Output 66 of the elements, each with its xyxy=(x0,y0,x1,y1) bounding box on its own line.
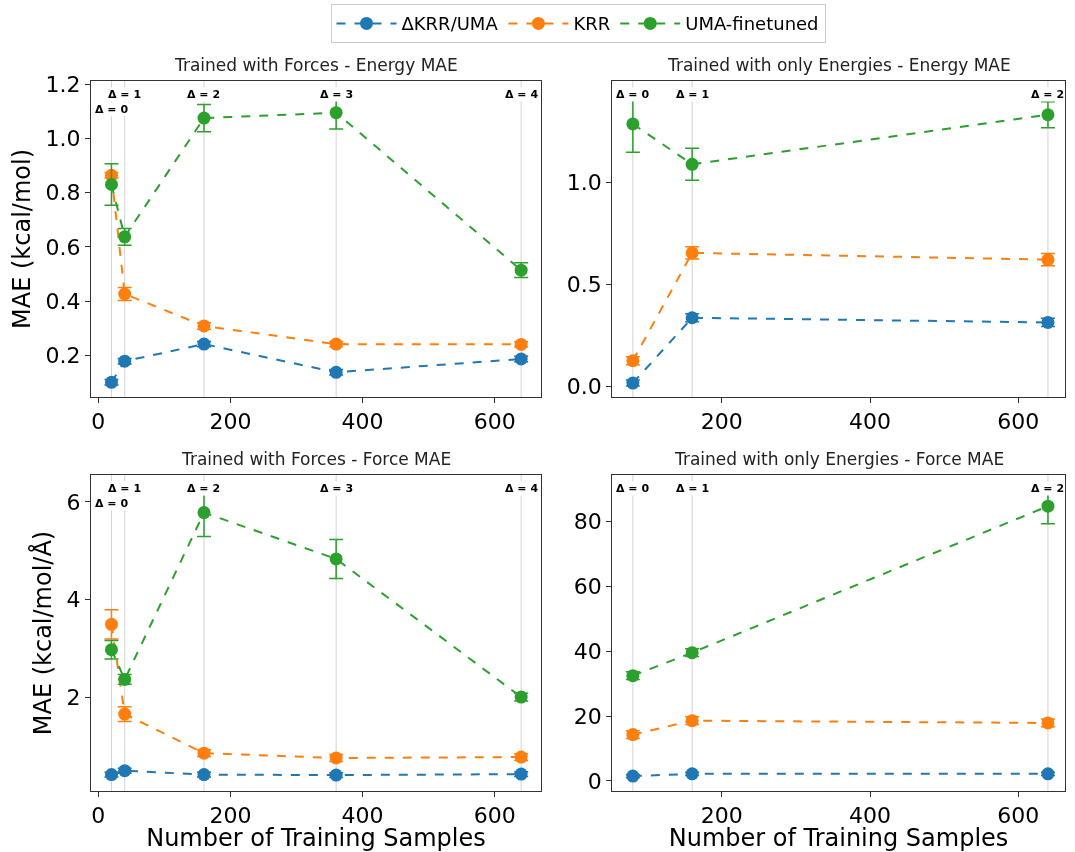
x-tick-label: 400 xyxy=(341,409,384,435)
annotation: Δ = 4 xyxy=(505,482,539,495)
y-tick-label: 0.2 xyxy=(45,342,81,368)
annotation: Δ = 1 xyxy=(676,482,710,495)
point xyxy=(104,617,118,631)
y-tick-label: 1.0 xyxy=(45,126,81,152)
x-tick-label: 0 xyxy=(91,803,106,829)
y-tick-label: 1.0 xyxy=(566,169,602,195)
y-tick-label: 0.4 xyxy=(45,288,81,314)
x-tick-label: 200 xyxy=(209,409,252,435)
point xyxy=(329,552,343,566)
point xyxy=(626,117,640,131)
point xyxy=(104,178,118,191)
point xyxy=(329,106,343,120)
y-axis-title: MAE (kcal/mol/Å) xyxy=(27,530,57,736)
point xyxy=(1041,108,1055,122)
point xyxy=(1041,767,1055,781)
annotation: Δ = 1 xyxy=(108,88,142,101)
x-tick-label: 0 xyxy=(91,409,106,435)
annotation: Δ = 0 xyxy=(616,482,650,495)
annotation: Δ = 4 xyxy=(505,88,539,101)
y-tick-label: 60 xyxy=(573,574,602,600)
y-tick-label: 20 xyxy=(573,703,602,729)
y-tick-label: 0.5 xyxy=(566,272,602,298)
chart-title: Trained with only Energies - Energy MAE xyxy=(667,55,1011,75)
y-tick-label: 0.6 xyxy=(45,234,81,260)
legend-label: UMA-finetuned xyxy=(685,13,819,35)
point xyxy=(197,768,211,782)
y-tick-label: 0.8 xyxy=(45,180,81,206)
y-tick-label: 6 xyxy=(66,489,81,515)
annotation: Δ = 1 xyxy=(676,88,710,101)
annotation: Δ = 0 xyxy=(616,88,650,101)
annotation: Δ = 2 xyxy=(1031,88,1065,101)
annotation: Δ = 3 xyxy=(320,482,354,495)
legend-label: KRR xyxy=(573,13,611,35)
y-tick-label: 2 xyxy=(66,684,81,710)
y-tick-label: 0.0 xyxy=(566,374,602,400)
y-axis-title: MAE (kcal/mol) xyxy=(7,149,36,329)
point xyxy=(685,157,699,171)
x-tick-label: 600 xyxy=(473,409,516,435)
annotation: Δ = 1 xyxy=(108,482,142,495)
point xyxy=(197,506,211,520)
annotation: Δ = 2 xyxy=(187,482,221,495)
chart-title: Trained with Forces - Force MAE xyxy=(181,449,452,469)
annotation: Δ = 2 xyxy=(1031,482,1065,495)
y-tick-label: 4 xyxy=(66,587,81,613)
point xyxy=(118,764,132,778)
legend-label: ΔKRR/UMA xyxy=(401,13,499,35)
y-tick-label: 40 xyxy=(573,639,602,665)
annotation: Δ = 0 xyxy=(95,497,129,510)
chart-title: Trained with only Energies - Force MAE xyxy=(674,449,1005,469)
annotation: Δ = 0 xyxy=(95,103,129,116)
y-tick-label: 1.2 xyxy=(45,71,81,97)
point xyxy=(1041,499,1055,513)
y-tick-label: 80 xyxy=(573,509,602,535)
x-tick-label: 600 xyxy=(997,409,1040,435)
point xyxy=(685,767,699,781)
x-tick-label: 400 xyxy=(849,409,892,435)
annotation: Δ = 3 xyxy=(320,88,354,101)
x-tick-label: 200 xyxy=(700,409,743,435)
point xyxy=(197,111,211,125)
chart-title: Trained with Forces - Energy MAE xyxy=(174,55,458,75)
point xyxy=(626,769,640,783)
annotation: Δ = 2 xyxy=(187,88,221,101)
y-tick-label: 0 xyxy=(587,768,602,794)
point xyxy=(104,768,118,782)
